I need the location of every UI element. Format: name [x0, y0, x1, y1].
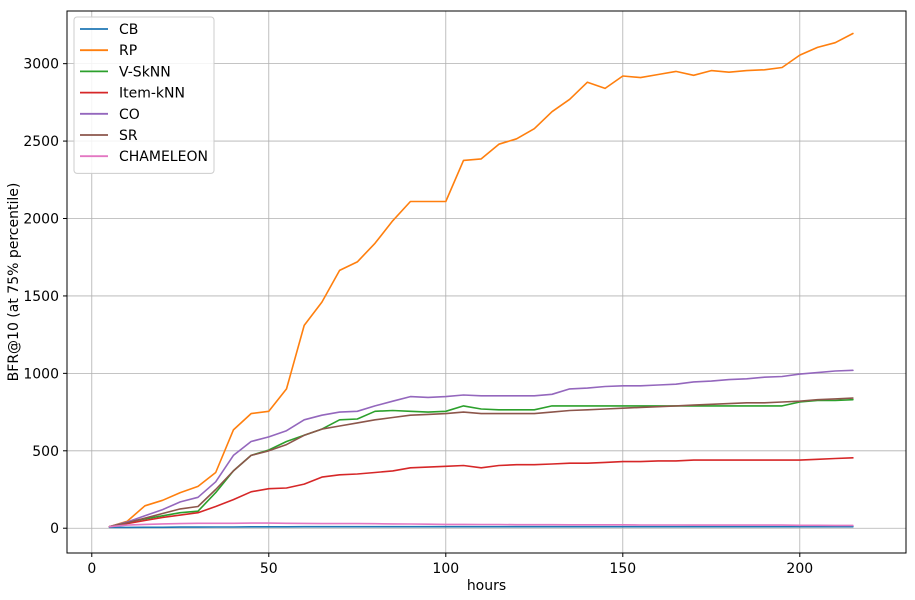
x-tick-label: 50: [260, 561, 278, 577]
y-tick-label: 2000: [23, 212, 59, 228]
series-line-chameleon: [108, 522, 854, 528]
series-group: [108, 32, 854, 529]
legend-label: CO: [119, 107, 140, 123]
y-tick-label: 2500: [23, 134, 59, 150]
series-line-item-knn: [108, 456, 854, 528]
series-line-cb: [108, 525, 854, 529]
legend-box: [73, 16, 215, 174]
x-tick-label: 150: [609, 561, 636, 577]
legend: CB RP V-SkNN Item-kNN CO SR CHAMELEON: [73, 16, 215, 174]
x-tick-label: 100: [432, 561, 459, 577]
y-tick-label: 0: [50, 521, 59, 537]
series-line-rp: [108, 32, 854, 528]
x-axis-label: hours: [467, 578, 506, 594]
legend-label: RP: [119, 43, 137, 59]
legend-label: SR: [119, 128, 138, 144]
legend-label: Item-kNN: [119, 86, 185, 102]
legend-label: CB: [119, 22, 138, 38]
plot-frame: [66, 10, 907, 554]
y-tick-label: 500: [32, 444, 59, 460]
series-line-sr: [108, 397, 854, 528]
y-tick-label: 1500: [23, 289, 59, 305]
y-tick-label: 1000: [23, 366, 59, 382]
legend-label: V-SkNN: [119, 64, 171, 80]
legend-label: CHAMELEON: [119, 149, 208, 165]
grid: [67, 11, 906, 553]
x-tick-label: 0: [87, 561, 96, 577]
y-axis-label: BFR@10 (at 75% percentile): [6, 183, 22, 382]
series-line-co: [108, 369, 854, 528]
y-tick-label: 3000: [23, 57, 59, 73]
x-tick-label: 200: [786, 561, 813, 577]
